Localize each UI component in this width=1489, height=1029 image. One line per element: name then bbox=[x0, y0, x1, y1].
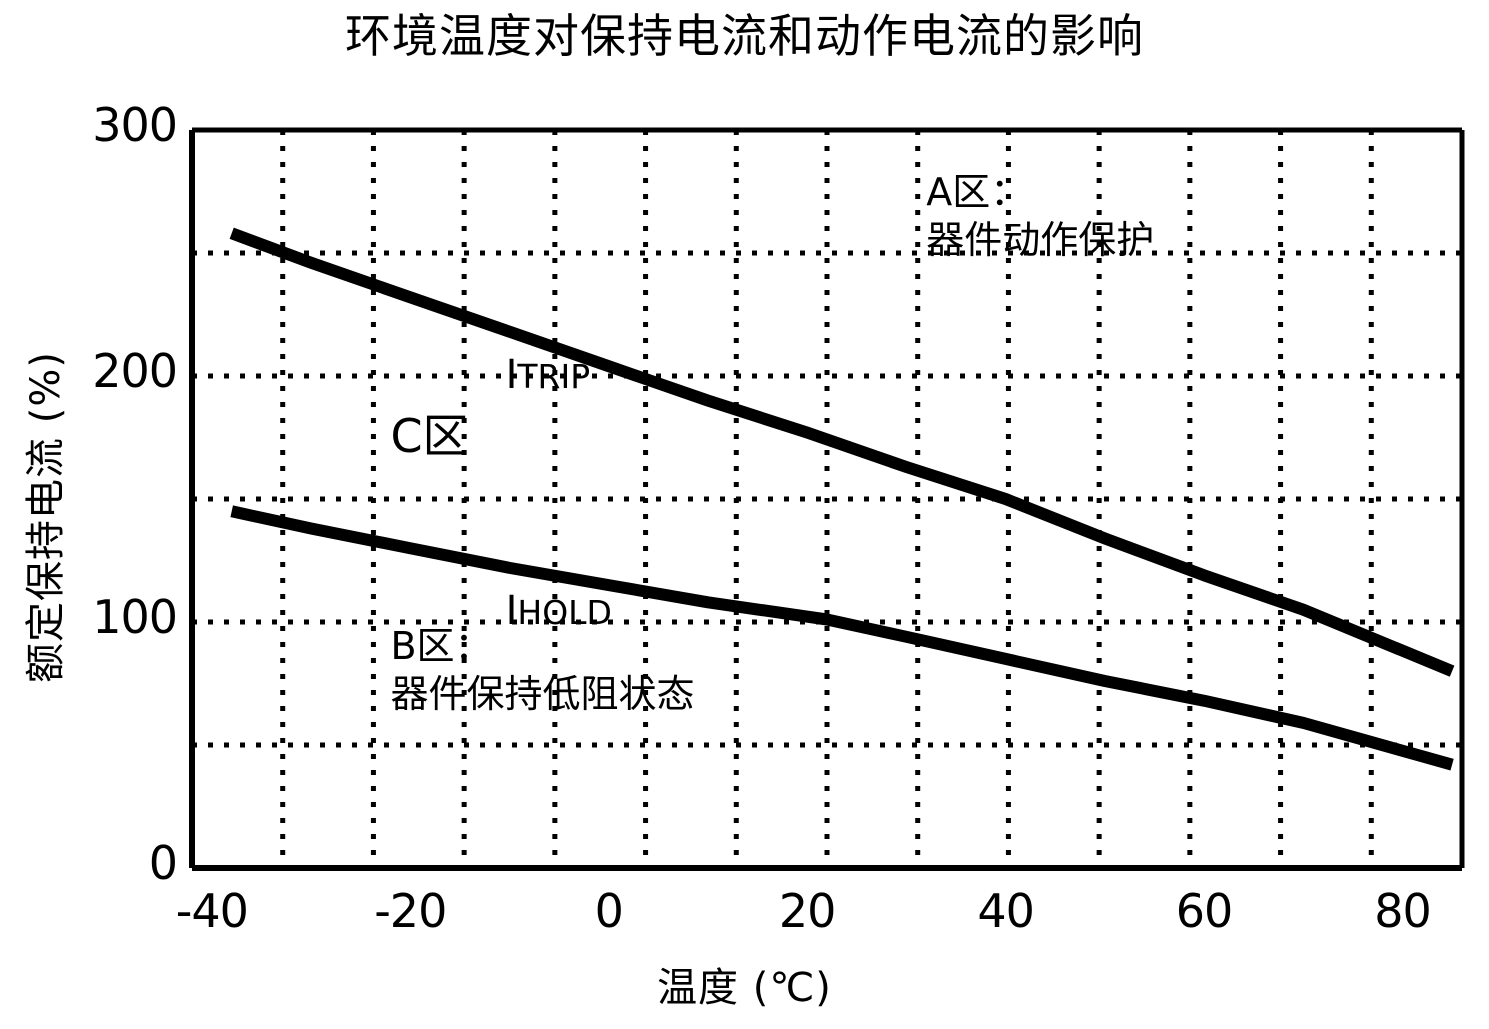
annotation-zone-b: B区： 器件保持低阻状态 bbox=[390, 622, 694, 719]
x-tick-label: 60 bbox=[1175, 884, 1234, 938]
annotation-zone-a: A区： 器件动作保护 bbox=[926, 168, 1154, 265]
gridlines bbox=[192, 130, 1462, 868]
x-tick-label: 80 bbox=[1374, 884, 1432, 938]
zone-a-line1: A区： bbox=[926, 169, 1029, 214]
x-tick-label: 0 bbox=[594, 884, 624, 938]
ihold-base: I bbox=[505, 587, 518, 634]
y-tick-label: 300 bbox=[92, 98, 178, 152]
chart-title: 环境温度对保持电流和动作电流的影响 bbox=[345, 9, 1144, 63]
y-tick-label: 100 bbox=[92, 590, 178, 644]
x-axis-label: 温度 (℃) bbox=[657, 965, 832, 1011]
annotation-zone-c: C区 bbox=[390, 409, 469, 464]
x-tick-label: 40 bbox=[977, 884, 1035, 938]
curve-label-ihold: IHOLD bbox=[506, 588, 612, 634]
data-curves bbox=[229, 227, 1455, 771]
zone-b-line1: B区： bbox=[390, 623, 493, 668]
axis-lines bbox=[189, 127, 1465, 871]
ihold-subscript: HOLD bbox=[517, 592, 612, 632]
x-tick-label: -40 bbox=[175, 884, 249, 938]
x-tick-label: -20 bbox=[374, 884, 447, 938]
zone-b-line2: 器件保持低阻状态 bbox=[390, 672, 695, 717]
curve-label-itrip: ITRIP bbox=[506, 352, 591, 398]
y-tick-label: 0 bbox=[148, 836, 178, 890]
x-tick-label: 20 bbox=[778, 884, 837, 938]
itrip-subscript: TRIP bbox=[517, 356, 591, 396]
itrip-base: I bbox=[505, 351, 518, 398]
y-tick-label: 200 bbox=[92, 344, 178, 398]
zone-a-line2: 器件动作保护 bbox=[926, 218, 1155, 263]
